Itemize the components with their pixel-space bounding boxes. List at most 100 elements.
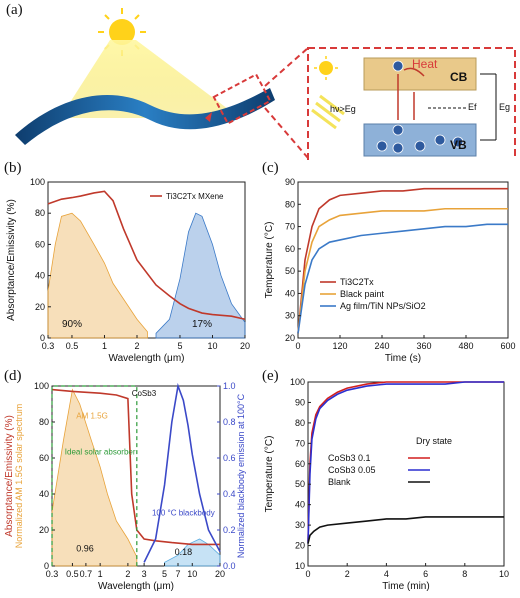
x-axis-label: Time (s)	[385, 353, 421, 364]
y-right-tick-label-4: 0.8	[223, 417, 236, 427]
x-tick-label-0: 0.3	[46, 569, 59, 579]
x-tick-label-1: 120	[332, 341, 347, 351]
conduction-band	[363, 57, 477, 91]
series-line-1	[297, 207, 508, 334]
annotation-0-96: 0.96	[76, 544, 94, 554]
x-tick-label-2: 1	[102, 341, 107, 351]
annotation-0-18: 0.18	[175, 547, 193, 557]
y-right-tick-label-0: 0.0	[223, 561, 236, 571]
x-tick-label-3: 2	[134, 341, 139, 351]
legend-label-0: Ti3C2Tx	[340, 277, 374, 287]
annotation-0: 90%	[62, 319, 82, 330]
x-axis-label: Wavelength (μm)	[109, 353, 185, 364]
annotation-am15g: AM 1.5G	[76, 411, 108, 420]
legend-label-2: Ag film/TiN NPs/SiO2	[340, 301, 426, 311]
y-tick-label-2: 40	[285, 288, 295, 298]
panel-a-illustration	[15, 8, 516, 160]
y-tick-label-2: 40	[35, 271, 45, 281]
y-tick-label-1: 20	[295, 541, 305, 551]
y-tick-label-7: 80	[295, 418, 305, 428]
x-tick-label-9: 20	[215, 569, 225, 579]
cb-label: CB	[450, 70, 468, 84]
band-gap-label: Eg	[499, 102, 511, 112]
x-tick-label-4: 8	[462, 569, 467, 579]
legend-label-1: CoSb3 0.05	[328, 465, 376, 475]
chart-b-absorptance: 0.3 0.5 1 2 5 10 20 0 20 40 60 80 100 Wavelength (μm)…	[6, 177, 250, 364]
x-tick-label-7: 7	[175, 569, 180, 579]
panel-label-d: (d)	[4, 368, 22, 384]
heat-arrow-icon	[205, 112, 212, 122]
legend-label-1: Black paint	[340, 289, 385, 299]
series-line-0	[297, 187, 508, 334]
x-tick-label-0: 0.3	[42, 341, 55, 351]
y-tick-label-5: 70	[285, 222, 295, 232]
x-tick-label-4: 5	[177, 341, 182, 351]
series-line-0	[51, 388, 220, 546]
annotation-blackbody: 100 °C blackbody	[152, 509, 215, 518]
y-tick-label-3: 60	[39, 453, 49, 463]
y-tick-label-3: 50	[285, 266, 295, 276]
y-tick-label-4: 60	[285, 244, 295, 254]
series-line-0	[47, 190, 246, 321]
y-tick-label-2: 30	[295, 520, 305, 530]
panel-label-e: (e)	[262, 368, 279, 384]
x-axis-label: Wavelength (μm)	[98, 581, 174, 592]
x-tick-label-1: 0.5	[66, 569, 79, 579]
y-right-tick-label-2: 0.4	[223, 489, 236, 499]
mxene-sheet	[15, 88, 275, 145]
y-axis-label: Temperature (°C)	[264, 436, 275, 513]
legend-label-0: Ti3C2Tx MXene	[166, 192, 224, 201]
y-axis-label-right: Normalized blackbody emission at 100°C	[236, 393, 246, 558]
x-tick-label-5: 10	[207, 341, 217, 351]
y-tick-label-5: 60	[295, 459, 305, 469]
legend-label-2: Blank	[328, 477, 351, 487]
x-tick-label-3: 360	[416, 341, 431, 351]
legend-title: Dry state	[416, 436, 452, 446]
x-tick-label-5: 600	[500, 341, 515, 351]
y-tick-label-3: 60	[35, 239, 45, 249]
x-tick-label-3: 1	[98, 569, 103, 579]
x-tick-label-4: 2	[125, 569, 130, 579]
y-tick-label-4: 80	[35, 208, 45, 218]
x-axis-label: Time (min)	[382, 581, 429, 592]
series-line-0	[307, 381, 504, 542]
chart-c-temperature: 0 120 240 360 480 600 20 30 40 50 60 70 80 90 Time (s)…	[264, 177, 516, 364]
area-0	[47, 212, 148, 339]
y-tick-label-5: 100	[34, 381, 49, 391]
vb-label: VB	[450, 138, 467, 152]
plot-frame	[297, 181, 509, 339]
area-1	[155, 212, 246, 339]
y-tick-label-4: 50	[295, 479, 305, 489]
x-tick-label-5: 10	[499, 569, 509, 579]
y-axis-label-2: Normalized AM 1.5G solar spectrum	[14, 404, 24, 549]
x-tick-label-2: 0.7	[80, 569, 93, 579]
y-tick-label-0: 0	[44, 561, 49, 571]
y-axis-label: Absorptance/Emissivity (%)	[6, 199, 17, 321]
x-tick-label-6: 5	[162, 569, 167, 579]
x-tick-label-3: 6	[423, 569, 428, 579]
photon-energy-label: hν>Eg	[330, 104, 356, 114]
y-tick-label-3: 40	[295, 500, 305, 510]
annotation-1: 17%	[192, 319, 212, 330]
panel-label-a: (a)	[6, 2, 23, 18]
y-tick-label-8: 90	[295, 397, 305, 407]
chart-d-cosb3-absorptance: 0.3 0.5 0.7 1 2 3 5 7 10 20 0 20 40 60 80 100 0.0 0.2 0.4 0…	[4, 381, 246, 592]
y-tick-label-1: 20	[39, 525, 49, 535]
x-tick-label-0: 0	[305, 569, 310, 579]
panel-label-b: (b)	[4, 160, 22, 176]
series-line-2	[297, 223, 508, 334]
area-1	[164, 538, 221, 567]
x-tick-label-2: 240	[374, 341, 389, 351]
y-tick-label-0: 0	[40, 333, 45, 343]
series-line-1	[307, 381, 504, 544]
y-tick-label-4: 80	[39, 417, 49, 427]
fermi-level-label: Ef	[468, 102, 477, 112]
y-tick-label-7: 90	[285, 177, 295, 187]
legend-label-0: CoSb3	[132, 389, 157, 398]
x-tick-label-6: 20	[240, 341, 250, 351]
y-tick-label-6: 70	[295, 438, 305, 448]
x-tick-label-1: 2	[345, 569, 350, 579]
y-tick-label-2: 40	[39, 489, 49, 499]
y-tick-label-0: 20	[285, 333, 295, 343]
electrons	[376, 60, 464, 154]
